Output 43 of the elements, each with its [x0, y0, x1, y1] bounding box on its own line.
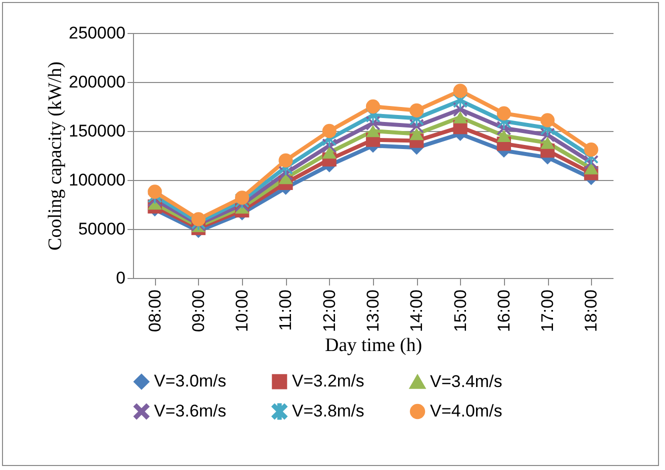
point	[191, 212, 206, 226]
legend-label: V=4.0m/s	[430, 402, 502, 420]
point	[584, 142, 598, 157]
x-tick-label: 08:00	[145, 290, 164, 332]
point	[148, 184, 162, 199]
point	[410, 128, 424, 140]
point	[540, 113, 555, 128]
point	[235, 190, 250, 205]
x-tick-label: 14:00	[407, 290, 426, 332]
y-tick-label: 150000	[68, 122, 126, 140]
point	[453, 111, 468, 124]
x-tick-label: 15:00	[450, 290, 470, 332]
y-tick-label: 250000	[68, 24, 126, 42]
point	[410, 103, 424, 118]
point	[322, 146, 336, 159]
legend-label: V=3.0m/s	[154, 372, 226, 391]
legend-label: V=3.8m/s	[292, 402, 364, 420]
point	[453, 84, 468, 98]
x-tick-label: 10:00	[232, 290, 252, 332]
point	[366, 99, 380, 114]
x-tick-label: 12:00	[320, 290, 339, 332]
y-tick-label: 100000	[68, 170, 126, 190]
point	[278, 153, 293, 168]
x-tick-label: 09:00	[188, 290, 208, 332]
y-axis-title: Cooling capacity (kW/h)	[44, 62, 66, 250]
point	[496, 130, 511, 142]
y-tick-label: 200000	[68, 72, 126, 92]
x-tick-label: 16:00	[494, 290, 514, 332]
legend-label: V=3.4m/s	[430, 372, 502, 392]
x-tick-label: 11:00	[276, 290, 296, 331]
x-axis-title: Day time (h)	[324, 335, 422, 356]
x-tick-label: 18:00	[582, 290, 601, 332]
point	[540, 136, 555, 149]
x-tick-label: 17:00	[538, 290, 558, 332]
point	[496, 106, 511, 120]
legend-label: V=3.6m/s	[154, 402, 226, 420]
y-tick-label: 50000	[78, 220, 126, 238]
y-tick-label: 0	[116, 268, 126, 288]
point	[322, 124, 336, 138]
legend-label: V=3.2m/s	[292, 372, 364, 391]
point	[366, 124, 380, 138]
point	[584, 162, 598, 174]
x-tick-label: 13:00	[364, 290, 382, 332]
